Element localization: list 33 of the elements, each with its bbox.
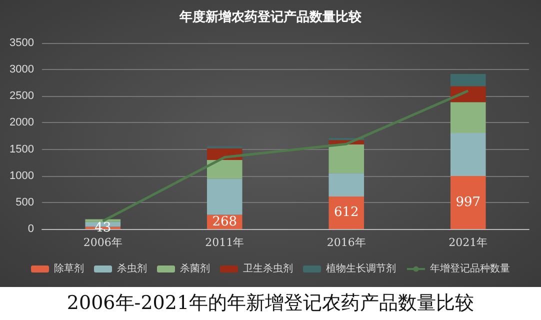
y-tick-label: 2000 bbox=[10, 116, 34, 129]
bar bbox=[450, 86, 486, 102]
y-tick-label: 3500 bbox=[10, 37, 34, 49]
bar bbox=[206, 160, 242, 179]
y-tick-label: 0 bbox=[28, 223, 34, 235]
y-tick-label: 500 bbox=[16, 196, 34, 208]
legend-label: 杀虫剂 bbox=[117, 262, 147, 274]
y-tick-label: 1500 bbox=[10, 143, 34, 156]
x-tick-label: 2006年 bbox=[83, 236, 122, 249]
bar bbox=[328, 196, 364, 229]
bar bbox=[206, 178, 242, 215]
data-label: 268 bbox=[212, 214, 238, 230]
x-tick-label: 2016年 bbox=[326, 236, 366, 249]
data-label: 612 bbox=[334, 205, 359, 220]
legend-label: 年增登记品种数量 bbox=[430, 262, 510, 274]
bar bbox=[450, 132, 486, 176]
y-tick-label: 2500 bbox=[10, 90, 34, 102]
y-tick-label: 3000 bbox=[10, 64, 34, 76]
y-tick-label: 1000 bbox=[10, 170, 34, 182]
legend-label: 卫生杀虫剂 bbox=[243, 262, 293, 274]
x-tick-label: 2021年 bbox=[448, 236, 488, 249]
bar bbox=[450, 102, 486, 133]
legend-label: 植物生长调节剂 bbox=[326, 262, 396, 274]
bar bbox=[450, 176, 486, 229]
bar bbox=[328, 173, 364, 196]
chart-title: 年度新增农药登记产品数量比较 bbox=[178, 9, 362, 25]
text: 2006年-2021年的年新增登记农药产品数量比较 bbox=[66, 291, 476, 316]
x-tick-label: 2011年 bbox=[205, 236, 244, 249]
bar bbox=[450, 74, 486, 86]
bar bbox=[328, 144, 364, 174]
data-label: 997 bbox=[456, 195, 481, 210]
legend-label: 杀菌剂 bbox=[180, 262, 210, 274]
legend-label: 除草剂 bbox=[54, 262, 84, 274]
